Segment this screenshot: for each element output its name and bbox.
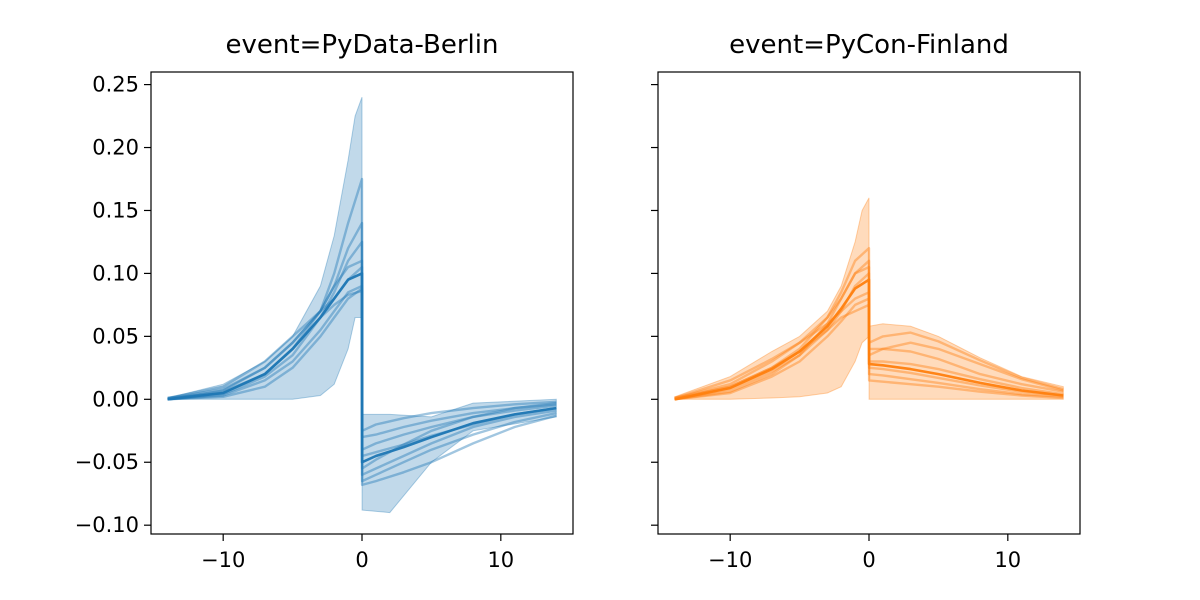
y-tick-label: −0.05 bbox=[75, 450, 139, 474]
series-line-2 bbox=[674, 272, 1064, 401]
panel-pycon-finland: event=PyCon-Finland −10 0 10 bbox=[651, 30, 1081, 572]
series-line-1 bbox=[674, 259, 1064, 400]
mean-line bbox=[674, 278, 1064, 401]
ticks: −10 0 10 bbox=[651, 83, 1021, 572]
x-tick-label: 0 bbox=[355, 548, 368, 572]
y-tick-label: 0.10 bbox=[92, 261, 139, 285]
series-line-2 bbox=[167, 240, 557, 476]
y-tick-label: 0.15 bbox=[92, 198, 139, 222]
series-line-7 bbox=[167, 259, 557, 470]
mean-line bbox=[167, 272, 557, 464]
x-tick-label: 10 bbox=[994, 548, 1021, 572]
x-tick-label: 10 bbox=[487, 548, 514, 572]
panel-title: event=PyCon-Finland bbox=[729, 30, 1009, 60]
ticks: −10 0 10 0.25 0.20 0.15 0.10 0.05 0.00 −0.05 −0.10 bbox=[75, 73, 515, 572]
x-tick-label: −10 bbox=[708, 548, 752, 572]
series-line-0 bbox=[674, 246, 1064, 400]
y-tick-label: 0.00 bbox=[92, 387, 139, 411]
y-tick-label: 0.20 bbox=[92, 136, 139, 160]
y-tick-label: 0.25 bbox=[92, 73, 139, 97]
plot-area bbox=[674, 197, 1064, 401]
y-tick-label: −0.10 bbox=[75, 513, 139, 537]
panel-title: event=PyData-Berlin bbox=[226, 30, 499, 60]
series-line-6 bbox=[674, 265, 1064, 401]
x-tick-label: 0 bbox=[862, 548, 875, 572]
x-tick-label: −10 bbox=[201, 548, 245, 572]
plot-area bbox=[167, 97, 557, 514]
y-tick-label: 0.05 bbox=[92, 324, 139, 348]
series-line-1 bbox=[167, 221, 557, 483]
panel-pydata-berlin: event=PyData-Berlin −10 0 10 0.25 0.20 0.15 0.… bbox=[75, 30, 574, 572]
